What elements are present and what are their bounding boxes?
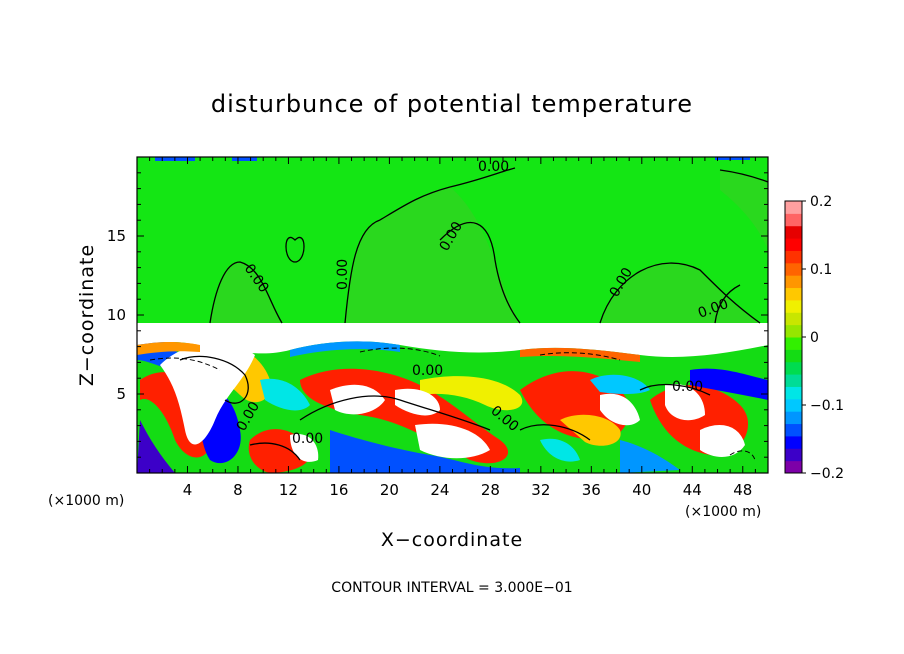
x-tick-label: 32 <box>531 481 550 499</box>
chart-title: disturbunce of potential temperature <box>211 90 693 118</box>
contour-label: 0.00 <box>335 259 351 290</box>
colorbar-tick-label: 0.2 <box>810 194 832 210</box>
x-axis-label: X−coordinate <box>381 529 523 551</box>
colorbar-swatch <box>785 201 802 214</box>
colorbar-swatch <box>785 324 802 338</box>
colorbar-swatch <box>785 312 802 326</box>
contour-label: 0.00 <box>672 379 703 395</box>
colorbar-tick-label: 0 <box>810 330 819 346</box>
colorbar-swatch <box>785 349 802 363</box>
colorbar-swatch <box>785 398 802 412</box>
colorbar-swatch <box>785 250 802 264</box>
colorbar-tick-label: 0.1 <box>810 262 832 278</box>
colorbar-ticks: 0.2 0.1 0 −0.1 −0.2 <box>802 194 844 482</box>
colorbar <box>784 200 803 474</box>
colorbar-swatch <box>785 287 802 301</box>
contour-interval-note: CONTOUR INTERVAL = 3.000E−01 <box>331 580 572 596</box>
y-tick-label: 5 <box>116 385 126 403</box>
y-axis: 5 10 15 <box>107 172 768 458</box>
colorbar-swatch <box>785 337 802 350</box>
heatmap-field <box>137 157 768 473</box>
colorbar-swatch <box>785 238 802 251</box>
colorbar-swatch <box>785 460 802 474</box>
colorbar-swatch <box>785 374 802 387</box>
x-tick-label: 4 <box>183 481 193 499</box>
colorbar-swatch <box>785 299 802 313</box>
y-tick-label: 15 <box>107 227 126 245</box>
colorbar-swatch <box>785 213 802 227</box>
x-tick-label: 36 <box>582 481 601 499</box>
colorbar-tick-label: −0.1 <box>810 398 844 414</box>
x-tick-label: 48 <box>733 481 752 499</box>
contour-label: 0.00 <box>412 363 443 379</box>
x-tick-label: 24 <box>430 481 449 499</box>
x-tick-label: 16 <box>329 481 348 499</box>
colorbar-swatch <box>785 225 802 239</box>
colorbar-swatch <box>785 435 802 449</box>
contour-label: 0.00 <box>478 159 509 175</box>
colorbar-swatch <box>785 275 802 289</box>
x-axis: 4 8 12 16 20 24 28 32 36 40 44 48 <box>149 157 756 499</box>
y-axis-label: Z−coordinate <box>76 244 98 386</box>
contour-label: 0.00 <box>292 431 323 447</box>
x-tick-label: 40 <box>632 481 651 499</box>
colorbar-swatch <box>785 262 802 276</box>
colorbar-swatch <box>785 361 802 375</box>
contour-lines <box>179 167 768 461</box>
colorbar-swatch <box>785 448 802 462</box>
y-tick-label: 10 <box>107 306 126 324</box>
x-tick-label: 12 <box>279 481 298 499</box>
x-unit-label-right: (×1000 m) <box>685 504 761 520</box>
colorbar-swatch <box>785 423 802 437</box>
colorbar-swatch <box>785 386 802 400</box>
colorbar-swatch <box>785 411 802 425</box>
negative-contours <box>149 347 756 461</box>
x-tick-label: 28 <box>481 481 500 499</box>
x-tick-label: 20 <box>380 481 399 499</box>
x-tick-label: 44 <box>683 481 702 499</box>
colorbar-tick-label: −0.2 <box>810 466 844 482</box>
x-tick-label: 8 <box>233 481 243 499</box>
x-unit-label-left: (×1000 m) <box>48 493 124 509</box>
